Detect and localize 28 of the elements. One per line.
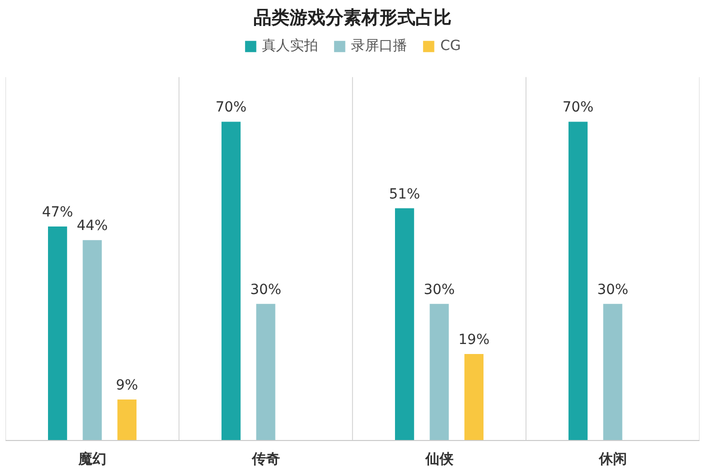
- data-label: 70%: [562, 100, 594, 116]
- bar: [48, 226, 68, 440]
- bar: [430, 304, 449, 440]
- x-tick-label: 仙侠: [424, 452, 454, 468]
- legend-label: 录屏口播: [351, 37, 408, 55]
- bar: [256, 304, 276, 440]
- bar: [395, 208, 414, 440]
- data-label: 47%: [42, 204, 74, 220]
- data-label: 30%: [424, 282, 455, 298]
- data-label: 30%: [597, 282, 628, 298]
- x-tick-label: 传奇: [250, 452, 280, 468]
- data-label: 51%: [388, 186, 420, 202]
- bar: [568, 122, 588, 440]
- legend-label: 真人实拍: [262, 37, 318, 55]
- bar: [464, 354, 484, 440]
- data-label: 70%: [215, 100, 247, 116]
- bar: [603, 304, 622, 440]
- bar: [117, 400, 136, 440]
- data-label: 19%: [458, 332, 490, 348]
- data-label: 44%: [76, 218, 108, 234]
- chart-title: 品类游戏分素材形式占比: [254, 8, 452, 28]
- data-label: 9%: [116, 378, 138, 394]
- data-label: 30%: [250, 282, 282, 298]
- bar: [222, 122, 241, 440]
- x-tick-label: 休闲: [598, 452, 627, 468]
- legend-label: CG: [440, 38, 461, 54]
- x-tick-label: 魔幻: [77, 450, 106, 468]
- bar: [82, 240, 102, 440]
